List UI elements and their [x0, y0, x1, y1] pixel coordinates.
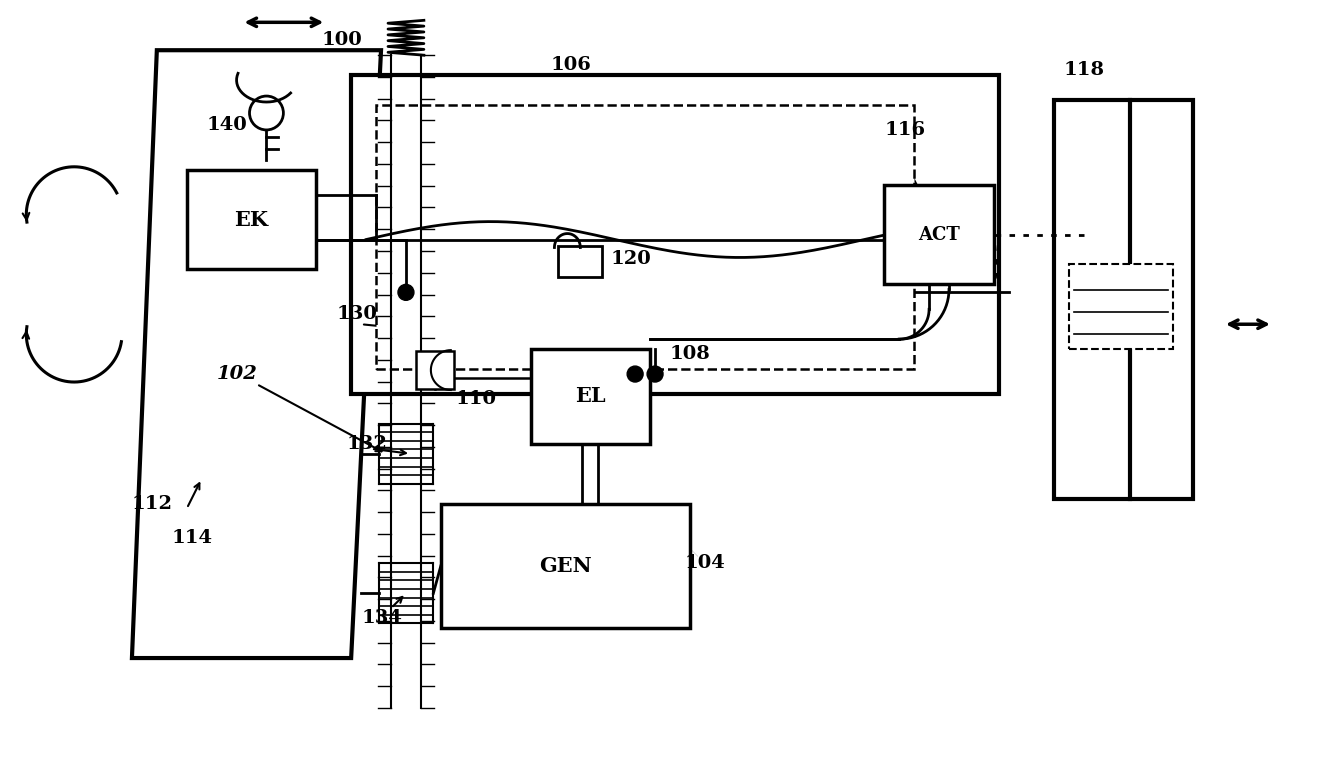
Bar [1069, 264, 1174, 349]
Text: 130: 130 [336, 305, 377, 323]
Bar [1054, 100, 1193, 499]
Text: EK: EK [235, 210, 269, 230]
Text: 132: 132 [346, 435, 387, 453]
Bar [530, 349, 650, 444]
Bar [559, 245, 602, 277]
Circle shape [250, 96, 283, 130]
Circle shape [647, 366, 663, 382]
Text: 108: 108 [670, 345, 710, 363]
Bar [884, 185, 994, 284]
Text: 114: 114 [172, 530, 212, 548]
Text: 140: 140 [207, 116, 247, 134]
Text: EL: EL [575, 386, 606, 407]
Text: 100: 100 [321, 31, 363, 49]
Bar [187, 170, 316, 270]
Text: ACT: ACT [919, 226, 960, 244]
Text: 112: 112 [132, 495, 173, 513]
Text: 120: 120 [610, 250, 651, 269]
Bar [376, 105, 915, 369]
Text: 102: 102 [216, 365, 258, 383]
Text: 116: 116 [884, 121, 925, 139]
Polygon shape [132, 50, 381, 658]
Circle shape [398, 284, 414, 301]
Text: 118: 118 [1064, 61, 1104, 79]
Text: 106: 106 [551, 56, 591, 74]
Text: 110: 110 [455, 390, 497, 408]
Bar [441, 503, 690, 628]
Bar [416, 351, 454, 389]
Bar [351, 75, 999, 394]
Text: 104: 104 [685, 555, 725, 573]
Circle shape [627, 366, 643, 382]
Text: GEN: GEN [539, 556, 592, 576]
Text: 134: 134 [361, 609, 402, 627]
